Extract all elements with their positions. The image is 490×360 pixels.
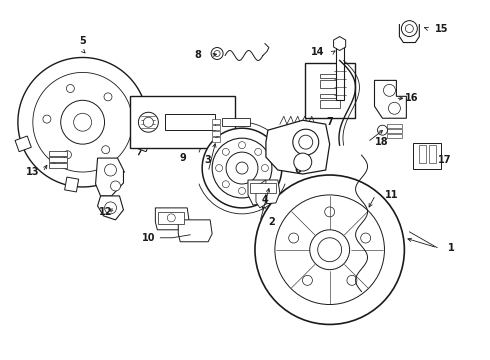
Bar <box>158 212 184 224</box>
Text: 10: 10 <box>142 233 155 243</box>
Circle shape <box>102 146 110 154</box>
Circle shape <box>222 148 229 155</box>
Text: 11: 11 <box>385 190 398 200</box>
Text: 3: 3 <box>205 155 212 165</box>
Circle shape <box>214 50 220 57</box>
Circle shape <box>61 100 104 144</box>
Circle shape <box>104 202 117 214</box>
Polygon shape <box>98 196 123 220</box>
Bar <box>388 129 402 133</box>
Bar <box>49 157 67 162</box>
Text: 14: 14 <box>311 48 324 58</box>
Circle shape <box>111 181 121 191</box>
Circle shape <box>275 195 385 305</box>
Circle shape <box>293 129 318 155</box>
Circle shape <box>289 233 298 243</box>
Bar <box>319 75 340 78</box>
Circle shape <box>262 165 269 171</box>
Circle shape <box>255 148 262 155</box>
Circle shape <box>377 125 388 135</box>
Bar <box>49 151 67 156</box>
Circle shape <box>226 152 258 184</box>
Bar <box>130 96 235 148</box>
Circle shape <box>325 207 335 217</box>
Circle shape <box>361 233 370 243</box>
Circle shape <box>43 115 51 123</box>
Circle shape <box>401 21 417 37</box>
Polygon shape <box>65 177 79 192</box>
Polygon shape <box>266 120 330 174</box>
Polygon shape <box>256 180 266 208</box>
Circle shape <box>310 230 349 270</box>
Polygon shape <box>15 136 31 152</box>
Text: 18: 18 <box>375 137 388 147</box>
Circle shape <box>144 117 153 127</box>
Bar <box>429 145 436 163</box>
Circle shape <box>212 138 272 198</box>
Bar <box>49 163 67 168</box>
Circle shape <box>216 165 222 171</box>
Text: 15: 15 <box>435 24 448 33</box>
Polygon shape <box>374 80 406 118</box>
Bar <box>222 118 250 126</box>
Circle shape <box>211 48 223 59</box>
Polygon shape <box>155 208 189 230</box>
Circle shape <box>236 162 248 174</box>
Bar <box>319 100 340 108</box>
Circle shape <box>389 102 400 114</box>
Text: 7: 7 <box>326 117 333 127</box>
Polygon shape <box>334 37 345 50</box>
Circle shape <box>347 275 357 285</box>
Text: 17: 17 <box>438 155 451 165</box>
Bar <box>336 45 343 100</box>
Circle shape <box>239 188 245 194</box>
Text: 1: 1 <box>448 243 455 253</box>
Circle shape <box>222 181 229 188</box>
Bar <box>212 119 220 124</box>
Circle shape <box>202 128 282 208</box>
Bar <box>212 131 220 136</box>
Bar <box>305 63 355 118</box>
Circle shape <box>138 112 158 132</box>
Bar <box>319 80 340 88</box>
Bar <box>388 134 402 138</box>
Bar <box>319 94 340 98</box>
Circle shape <box>167 214 175 222</box>
Polygon shape <box>178 220 212 242</box>
Text: 8: 8 <box>195 50 201 60</box>
Bar <box>212 125 220 130</box>
Circle shape <box>299 135 313 149</box>
Polygon shape <box>96 158 123 196</box>
Circle shape <box>294 153 312 171</box>
Text: 4: 4 <box>262 195 269 205</box>
Circle shape <box>255 175 404 324</box>
Bar <box>250 183 276 193</box>
Circle shape <box>104 93 112 101</box>
Circle shape <box>405 24 414 32</box>
Bar <box>419 145 426 163</box>
Text: 9: 9 <box>179 153 186 163</box>
Bar <box>414 143 441 169</box>
Circle shape <box>318 238 342 262</box>
Circle shape <box>64 151 72 159</box>
Bar <box>165 114 215 130</box>
Text: 13: 13 <box>26 167 40 177</box>
Text: 2: 2 <box>269 217 275 227</box>
Circle shape <box>74 113 92 131</box>
Bar <box>212 137 220 142</box>
Text: 6: 6 <box>294 165 301 175</box>
Polygon shape <box>134 136 150 152</box>
Text: 12: 12 <box>99 207 112 217</box>
Circle shape <box>384 84 395 96</box>
Circle shape <box>302 275 313 285</box>
Circle shape <box>239 141 245 149</box>
Text: 5: 5 <box>79 36 86 46</box>
Circle shape <box>66 85 74 93</box>
Text: 16: 16 <box>405 93 418 103</box>
Circle shape <box>255 181 262 188</box>
Circle shape <box>104 164 117 176</box>
Bar <box>388 124 402 128</box>
Polygon shape <box>248 180 280 205</box>
